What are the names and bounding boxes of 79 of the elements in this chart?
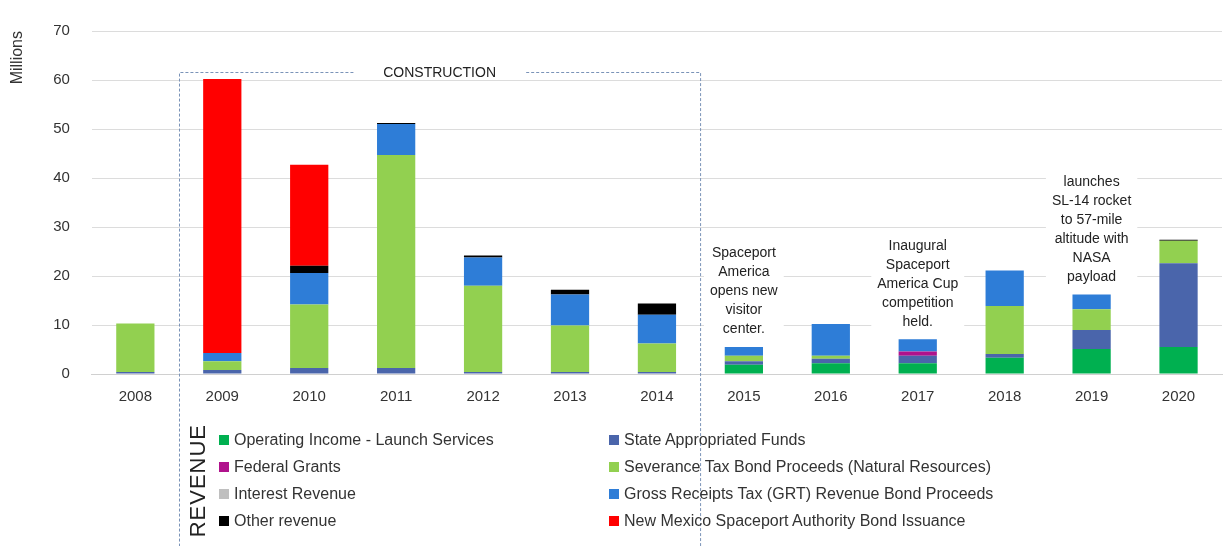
bar: [290, 368, 329, 374]
x-tick-label: 2019: [1074, 387, 1109, 405]
bar: [377, 124, 416, 155]
x-tick-label: 2011: [380, 387, 413, 405]
bar: [985, 270, 1024, 306]
legend-label: Federal Grants: [234, 458, 341, 477]
legend-label: Severance Tax Bond Proceeds (Natural Resources): [624, 458, 991, 477]
x-tick-label: 2009: [205, 387, 239, 405]
bar: [985, 357, 1024, 374]
bar: [724, 347, 763, 356]
bar: [1072, 309, 1111, 330]
bar: [898, 363, 937, 374]
bar: [377, 154, 416, 369]
bar: [550, 325, 590, 373]
bar: [637, 343, 677, 373]
bar: [1072, 294, 1111, 310]
bar: [203, 370, 242, 374]
bar: [724, 355, 763, 362]
bar: [1159, 240, 1198, 264]
y-tick-label: 10: [53, 315, 70, 333]
legend-label: Gross Receipts Tax (GRT) Revenue Bond Proceeds: [624, 485, 994, 504]
x-tick-label: 2018: [987, 387, 1022, 405]
y-tick-label: 70: [53, 21, 70, 39]
annotation: launches SL-14 rocket to 57-mile altitude with NASA payload: [1051, 172, 1132, 284]
annotation: Inaugural Spaceport America Cup competition held.: [877, 236, 959, 329]
bar: [290, 164, 329, 266]
x-tick-label: 2014: [640, 387, 674, 405]
bar: [724, 364, 763, 374]
bar: [203, 361, 242, 371]
bar: [463, 257, 503, 286]
bar: [811, 363, 850, 374]
legend-label: Operating Income - Launch Services: [234, 431, 494, 450]
bar: [811, 324, 850, 356]
legend-title: REVENUE: [185, 424, 211, 538]
legend-label: New Mexico Spaceport Authority Bond Issuance: [624, 512, 966, 531]
bar: [898, 339, 937, 352]
x-tick-label: 2010: [292, 387, 326, 405]
legend-label: Interest Revenue: [234, 485, 356, 504]
bar: [550, 289, 590, 295]
bar: [290, 304, 329, 369]
bar: [811, 355, 850, 359]
legend-label: Other revenue: [234, 512, 337, 531]
bar: [463, 285, 503, 373]
bar: [724, 361, 763, 365]
bar: [203, 79, 242, 353]
y-tick-label: 0: [61, 364, 70, 382]
x-tick-label: 2020: [1161, 387, 1196, 405]
bar: [203, 352, 242, 362]
y-tick-label: 40: [53, 168, 70, 186]
x-tick-label: 2013: [553, 387, 587, 405]
annotation: Spaceport America opens new visitor center.: [710, 244, 779, 337]
y-tick-label: 20: [53, 266, 70, 284]
bar: [898, 355, 937, 364]
bar: [116, 323, 155, 373]
legend-label: State Appropriated Funds: [624, 431, 806, 450]
bar: [1072, 329, 1111, 350]
x-tick-label: 2017: [901, 387, 935, 405]
bar: [985, 305, 1024, 354]
x-tick-label: 2015: [727, 387, 761, 405]
bar: [1159, 263, 1198, 348]
bar: [1159, 347, 1198, 374]
y-axis-title: Millions: [8, 31, 26, 85]
bar: [985, 353, 1024, 358]
bar: [1072, 349, 1111, 374]
bar: [290, 273, 329, 305]
bar: [898, 351, 937, 356]
y-tick-label: 50: [53, 119, 70, 137]
bar: [290, 265, 329, 274]
y-tick-label: 30: [53, 217, 70, 235]
y-tick-label: 60: [53, 70, 70, 88]
bar: [637, 303, 677, 315]
bar: [377, 368, 416, 374]
x-tick-label: 2012: [466, 387, 500, 405]
bar: [811, 358, 850, 364]
bar: [550, 294, 590, 326]
x-tick-label: 2008: [118, 387, 153, 405]
annotation: CONSTRUCTION: [383, 64, 496, 80]
x-tick-label: 2016: [814, 387, 848, 405]
bar: [637, 314, 677, 344]
